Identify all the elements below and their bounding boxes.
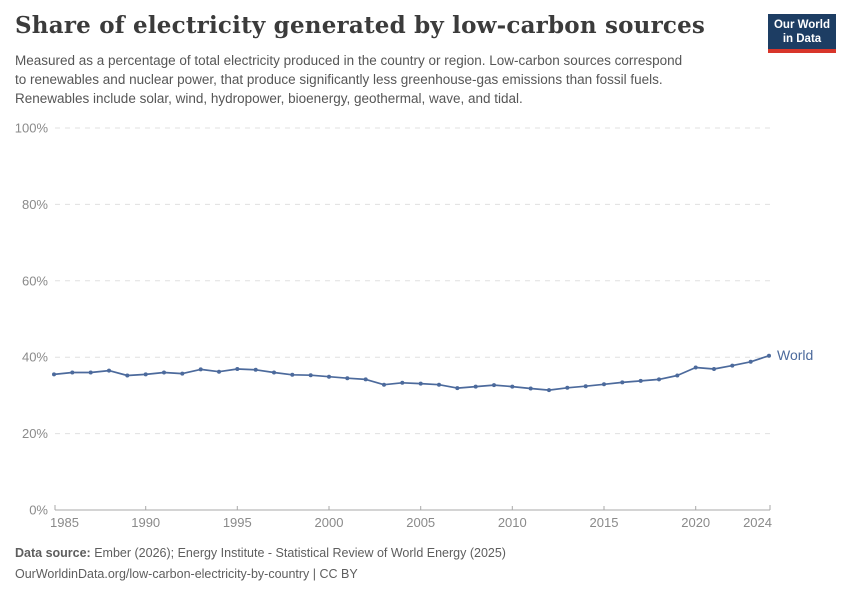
owid-logo-line2: in Data <box>782 33 822 45</box>
data-point-marker <box>327 374 331 379</box>
data-point-marker <box>217 369 221 374</box>
data-point-marker <box>767 353 771 358</box>
data-point-marker <box>565 385 570 390</box>
data-point-marker <box>510 384 515 389</box>
data-point-marker <box>272 370 276 375</box>
x-tick-label: 2000 <box>315 515 344 530</box>
data-point-marker <box>198 367 203 372</box>
chart-footer: Data source: Ember (2026); Energy Instit… <box>15 543 506 585</box>
data-point-marker <box>675 373 680 378</box>
y-tick-label: 80% <box>22 197 48 212</box>
data-point-marker <box>602 382 606 387</box>
data-point-marker <box>162 370 166 375</box>
data-point-marker <box>492 383 496 388</box>
x-tick-label: 1995 <box>223 515 252 530</box>
data-point-marker <box>70 370 75 375</box>
x-tick-label: 1990 <box>131 515 160 530</box>
data-point-marker <box>88 370 93 375</box>
x-tick-label: 2015 <box>590 515 619 530</box>
data-point-marker <box>363 377 368 382</box>
data-point-marker <box>455 386 460 391</box>
data-point-marker <box>638 378 643 383</box>
world-series-label: World <box>777 347 813 363</box>
chart-subtitle: Measured as a percentage of total electr… <box>15 51 682 108</box>
data-point-marker <box>693 365 698 370</box>
subtitle-line: Renewables include solar, wind, hydropow… <box>15 91 523 106</box>
data-point-marker <box>290 372 295 377</box>
y-tick-label: 60% <box>22 273 48 288</box>
y-tick-label: 40% <box>22 350 48 365</box>
data-point-marker <box>400 380 405 385</box>
data-source-line: Data source: Ember (2026); Energy Instit… <box>15 543 506 564</box>
owid-logo-line1: Our World <box>773 19 830 31</box>
data-point-marker <box>528 386 533 391</box>
data-point-marker <box>473 384 478 389</box>
data-point-marker <box>143 372 148 377</box>
subtitle-line: to renewables and nuclear power, that pr… <box>15 72 663 87</box>
x-tick-label: 2020 <box>681 515 710 530</box>
y-gridlines <box>55 127 770 435</box>
data-point-marker <box>547 388 551 393</box>
footer-link-line: OurWorldinData.org/low-carbon-electricit… <box>15 567 358 581</box>
data-point-marker <box>620 380 625 385</box>
page-title: Share of electricity generated by low-ca… <box>15 12 706 39</box>
y-tick-label: 20% <box>22 426 48 441</box>
data-point-marker <box>712 367 716 371</box>
data-point-marker <box>52 372 56 377</box>
data-point-marker <box>235 367 240 371</box>
y-tick-label: 0% <box>29 503 48 518</box>
x-tick-label: 2010 <box>498 515 527 530</box>
x-tick-label: 2024 <box>743 515 772 530</box>
x-axis <box>54 505 771 511</box>
x-tick-label: 1985 <box>50 515 79 530</box>
world-data-points <box>52 353 771 393</box>
y-axis-labels: 0% 20% 40% 60% 80% 100% <box>15 121 49 518</box>
x-axis-labels: 1985 1990 1995 2000 2005 2010 2015 2020 2024 <box>50 515 772 530</box>
data-point-marker <box>657 377 661 382</box>
data-point-marker <box>437 382 441 387</box>
y-tick-label: 100% <box>15 121 49 136</box>
data-source-label: Data source: <box>15 546 91 560</box>
data-point-marker <box>748 359 753 364</box>
owid-logo: Our World in Data <box>768 14 836 53</box>
data-point-marker <box>418 381 423 386</box>
data-point-marker <box>125 373 130 378</box>
data-point-marker <box>730 363 735 368</box>
data-source-text: Ember (2026); Energy Institute - Statist… <box>90 546 506 560</box>
data-point-marker <box>180 371 185 376</box>
data-point-marker <box>107 368 111 373</box>
x-tick-label: 2005 <box>406 515 435 530</box>
data-point-marker <box>345 376 350 381</box>
data-point-marker <box>308 373 313 378</box>
data-point-marker <box>253 367 258 372</box>
data-point-marker <box>382 382 386 387</box>
data-point-marker <box>583 384 588 389</box>
world-series-line <box>53 354 770 391</box>
subtitle-line: Measured as a percentage of total electr… <box>15 53 683 68</box>
